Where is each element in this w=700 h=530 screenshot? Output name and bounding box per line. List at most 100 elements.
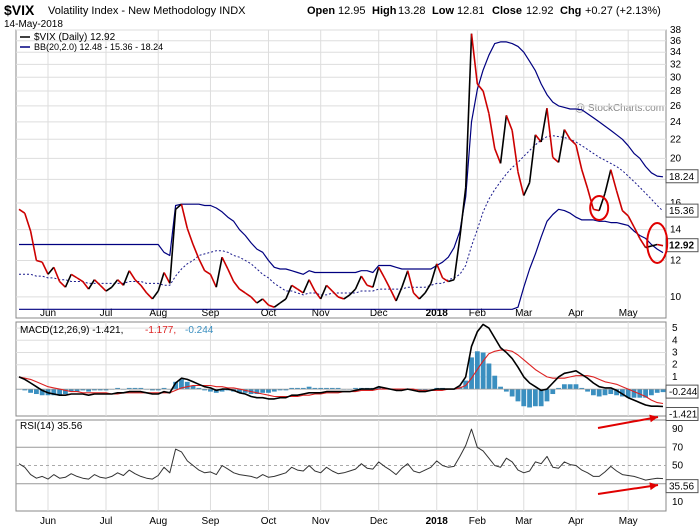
- vix-price-segment: [250, 296, 258, 304]
- price-x-tick-label: Feb: [469, 308, 487, 319]
- vix-price-segment: [575, 144, 583, 170]
- macd-histogram-bar: [515, 389, 521, 402]
- bb-upper-line: [19, 41, 664, 275]
- symbol: $VIX: [4, 2, 35, 18]
- price-y-tick-label: 16: [670, 198, 682, 209]
- macd-histogram-bar: [126, 387, 132, 390]
- price-y-tick-label: 38: [670, 25, 682, 36]
- vix-price-segment: [146, 292, 154, 300]
- vix-price-segment: [169, 209, 177, 284]
- annotation-arrow-rsi-head: [649, 482, 658, 491]
- vix-price-segment: [128, 270, 136, 281]
- high-value: 13.28: [398, 5, 426, 17]
- vix-price-segment: [122, 270, 130, 286]
- vix-price-segment: [651, 243, 658, 247]
- vix-price-segment: [337, 296, 345, 300]
- vix-price-segment: [53, 266, 61, 282]
- chg-value: +0.27 (+2.13%): [585, 5, 661, 17]
- macd-histogram-bar: [237, 389, 242, 393]
- macd-histogram-bar: [329, 387, 335, 390]
- vix-price-segment: [430, 263, 438, 284]
- vix-price-segment: [511, 130, 519, 172]
- vix-price-segment: [302, 279, 310, 294]
- vix-price-segment: [180, 204, 189, 229]
- rsi-legend: RSI(14) 35.56: [20, 421, 83, 432]
- vix-price-segment: [140, 284, 148, 294]
- macd-legend: MACD(12,26,9) -1.421,: [20, 325, 123, 336]
- close-value: 12.92: [526, 5, 554, 17]
- macd-histogram-bar: [544, 389, 550, 402]
- vix-price-segment: [186, 227, 194, 245]
- macd-histogram-bar: [353, 387, 358, 390]
- vix-price-segment: [639, 237, 647, 249]
- vix-price-segment: [615, 190, 624, 211]
- macd-histogram-bar: [585, 389, 590, 392]
- vix-price-segment: [412, 292, 420, 300]
- macd-histogram-bar: [150, 389, 155, 391]
- macd-histogram-bar: [416, 389, 422, 391]
- macd-histogram-bar: [654, 389, 660, 393]
- watermark: @ StockCharts.com: [575, 103, 664, 114]
- bb-middle-last-value-box: [665, 203, 699, 218]
- rsi-last-value-box: [665, 479, 699, 494]
- vix-price-segment: [482, 90, 490, 114]
- rsi-line: [18, 428, 664, 481]
- vix-price-segment: [395, 286, 403, 302]
- macd-histogram-bar: [161, 387, 167, 390]
- vix-price-segment: [540, 108, 548, 143]
- macd-histogram-bar: [208, 389, 213, 392]
- vix-price-segment: [285, 284, 293, 300]
- vix-price-segment: [349, 288, 357, 296]
- macd-histogram-bar: [260, 389, 266, 393]
- open-label: Open: [307, 5, 335, 17]
- vix-price-segment: [151, 290, 159, 300]
- price-x-tick-label: Dec: [370, 308, 388, 319]
- price-y-tick-label: 20: [670, 153, 682, 164]
- bb-middle-line: [19, 135, 664, 296]
- vix-price-segment: [36, 259, 43, 263]
- vix-price-segment: [505, 115, 513, 131]
- macd-histogram-bar: [86, 389, 92, 392]
- vix-price-segment: [499, 115, 508, 164]
- macd-histogram-bar: [155, 389, 161, 391]
- bb-middle-last-value: 15.36: [669, 206, 694, 217]
- vix-price-segment: [163, 272, 171, 284]
- vix-price-segment: [134, 279, 142, 286]
- macd-histogram-bar: [318, 387, 324, 390]
- vix-price-segment: [47, 266, 55, 275]
- macd-histogram-bar: [324, 387, 329, 390]
- macd-histogram-bar: [422, 389, 428, 391]
- high-label: High: [372, 5, 397, 17]
- macd-histogram-bar: [97, 389, 103, 391]
- macd-histogram-bar: [619, 389, 625, 397]
- vix-price-segment: [268, 304, 275, 308]
- vix-price-segment: [279, 298, 287, 304]
- x-tick-label: Sep: [202, 516, 220, 527]
- macd-histogram-bar: [103, 389, 109, 391]
- open-value: 12.95: [338, 5, 366, 17]
- macd-histogram-bar: [190, 385, 196, 390]
- vix-price-segment: [586, 188, 595, 210]
- x-tick-label: Mar: [515, 516, 533, 527]
- price-panel-frame: [15, 29, 667, 319]
- macd-histogram-bar: [579, 387, 585, 390]
- legend-bb: BB(20,2.0) 12.48 - 15.36 - 18.24: [34, 42, 163, 52]
- date-label: 14-May-2018: [4, 19, 63, 30]
- vix-price-segment: [517, 171, 525, 196]
- macd-histogram-bar: [660, 389, 666, 393]
- bb-lower-line: [19, 208, 664, 310]
- macd-legend-hist: -0.244: [185, 325, 214, 336]
- price-y-tick-label: 36: [670, 36, 682, 47]
- macd-histogram-bar: [277, 389, 283, 391]
- macd-histogram-bar: [80, 389, 86, 391]
- vix-price-segment: [192, 244, 200, 260]
- macd-histogram-bar: [643, 389, 648, 398]
- x-tick-label: Apr: [568, 516, 584, 527]
- macd-histogram-bar: [295, 387, 300, 390]
- macd-histogram-bar: [202, 389, 208, 391]
- macd-histogram-bar: [92, 389, 97, 391]
- price-x-tick-label: 2018: [426, 308, 449, 319]
- macd-histogram-bar: [503, 389, 509, 392]
- rsi-y-tick-label: 50: [672, 461, 684, 472]
